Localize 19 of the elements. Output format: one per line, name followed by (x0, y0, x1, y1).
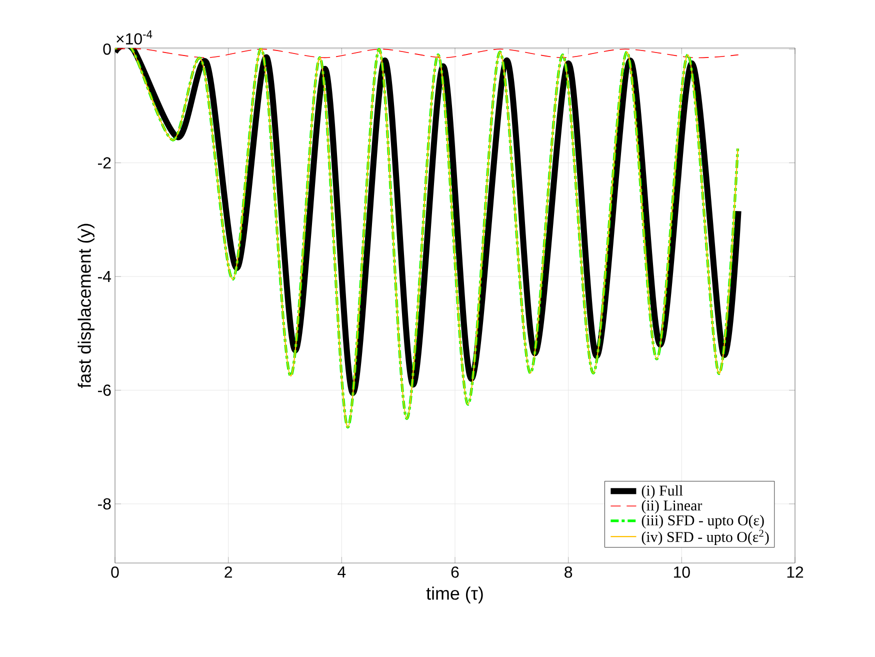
y-tick-label: -2 (98, 157, 111, 168)
y-tick-label: 0 (103, 44, 111, 55)
legend-label: (ii) Linear (642, 500, 702, 514)
y-tick-label: -8 (98, 498, 111, 510)
x-tick-label: 10 (674, 566, 690, 578)
legend-label: (iv) SFD - upto O(ε$^{2}$) (642, 530, 769, 546)
legend-label: (i) Full (642, 485, 683, 499)
y-tick-label: -4 (98, 271, 112, 282)
x-tick-label: 0 (111, 566, 119, 578)
x-tick-label: 4 (338, 566, 346, 578)
x-tick-label: 2 (224, 566, 232, 578)
x-tick-label: 6 (451, 566, 459, 578)
x-tick-label: 12 (787, 566, 804, 578)
x-tick-label: 8 (564, 566, 572, 578)
legend-label: (iii) SFD - upto O(ε) (642, 514, 764, 528)
y-tick-label: -6 (98, 384, 111, 396)
text: ×10$^{-4}$ (116, 30, 152, 44)
x-axis-title: time (τ) (426, 586, 483, 604)
y-axis-title: fast displacement (y) (78, 224, 94, 388)
